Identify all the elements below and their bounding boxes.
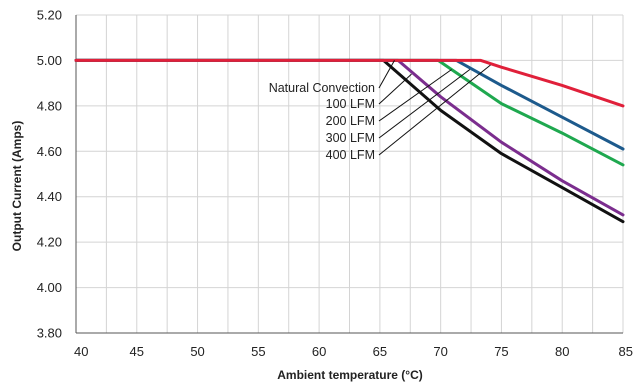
x-tick-label: 50 [190, 344, 204, 359]
legend-label-200-lfm: 200 LFM [326, 114, 375, 128]
x-tick-label: 70 [433, 344, 447, 359]
legend-label-100-lfm: 100 LFM [326, 97, 375, 111]
x-tick-label: 55 [251, 344, 265, 359]
series-line-400-lfm [74, 58, 625, 108]
y-tick-label: 4.20 [37, 235, 62, 250]
y-tick-label: 3.80 [37, 326, 62, 341]
y-tick-label: 5.00 [37, 53, 62, 68]
x-tick-label: 75 [494, 344, 508, 359]
legend-leader-line [378, 69, 452, 122]
x-tick-label: 40 [74, 344, 88, 359]
legend-leader-line [378, 73, 412, 105]
legend-leader-line [378, 69, 471, 139]
axes [75, 15, 623, 334]
x-tick-label: 65 [373, 344, 387, 359]
x-tick-label: 60 [312, 344, 326, 359]
legend-leaders [378, 60, 491, 156]
legend-label-300-lfm: 300 LFM [326, 131, 375, 145]
x-tick-label: 80 [555, 344, 569, 359]
y-tick-label: 4.40 [37, 189, 62, 204]
x-tick-labels: 40 45 50 55 60 65 70 75 80 85 [74, 344, 633, 359]
y-tick-label: 4.00 [37, 280, 62, 295]
x-tick-label: 45 [130, 344, 144, 359]
y-tick-label: 5.20 [37, 8, 62, 23]
legend-label-400-lfm: 400 LFM [326, 148, 375, 162]
legend-leader-line [378, 60, 395, 89]
y-tick-label: 4.80 [37, 98, 62, 113]
grid-lines [75, 14, 624, 334]
legend-label-natural-convection: Natural Convection [269, 81, 375, 95]
legend-leader-line [378, 64, 491, 156]
x-axis-title: Ambient temperature (°C) [277, 368, 422, 382]
y-axis-title: Output Current (Amps) [10, 121, 24, 252]
y-tick-labels: 3.80 4.00 4.20 4.40 4.60 4.80 5.00 5.20 [37, 8, 62, 341]
x-tick-label: 85 [619, 344, 633, 359]
y-tick-label: 4.60 [37, 144, 62, 159]
data-series [74, 58, 625, 224]
